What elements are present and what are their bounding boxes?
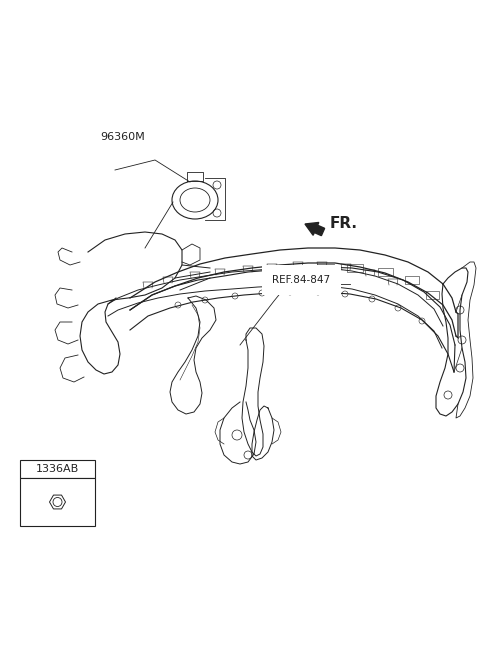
Text: FR.: FR. [330,216,358,232]
Bar [286,266,304,274]
FancyArrow shape [305,222,324,236]
Bar [405,276,419,284]
Bar [20,478,95,526]
Text: REF.84-847: REF.84-847 [272,275,330,285]
Bar [317,264,334,272]
Bar [426,291,439,299]
Bar [347,264,363,272]
Bar [20,460,95,478]
Bar [378,268,393,276]
Text: 96360M: 96360M [100,132,145,142]
Text: 1336AB: 1336AB [36,464,79,474]
